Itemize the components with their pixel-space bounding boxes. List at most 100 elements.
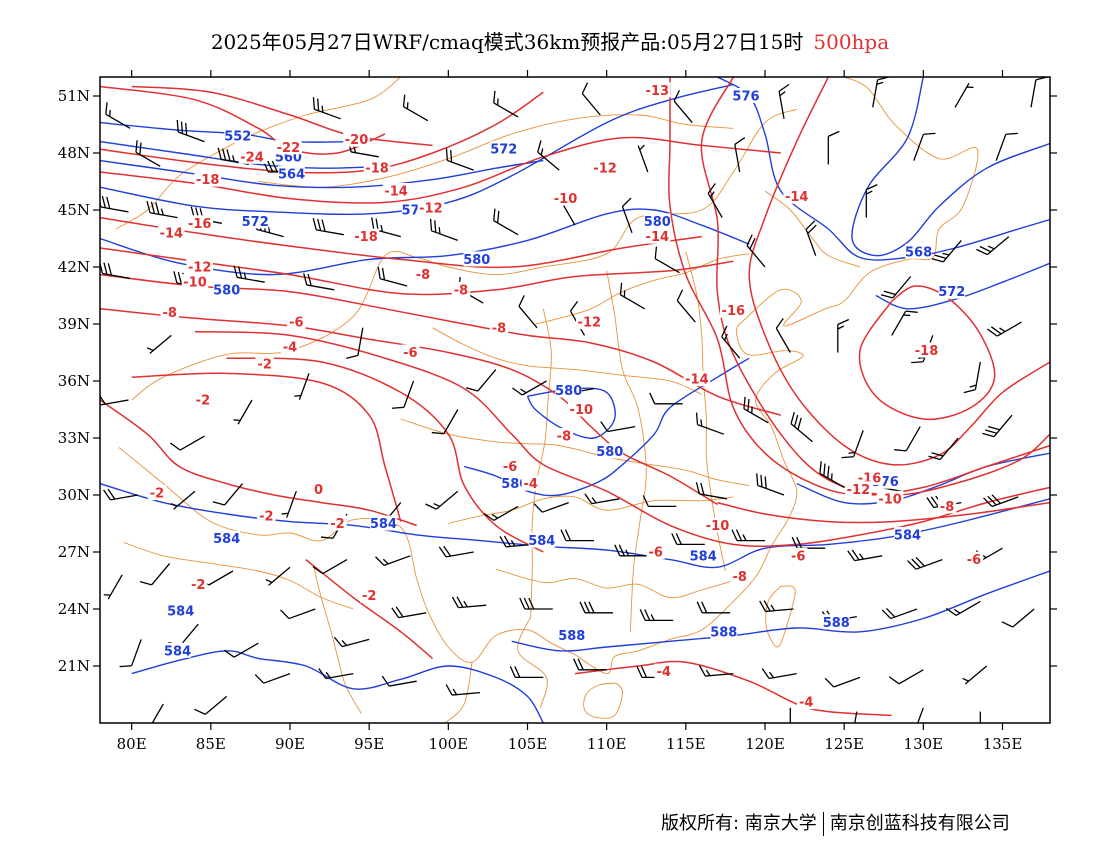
wind-barb	[223, 642, 259, 658]
wind-barb	[280, 608, 316, 620]
height-label-bg	[241, 213, 269, 229]
wind-barb	[721, 325, 741, 359]
temperature-label-bg	[360, 587, 379, 603]
wind-barb-shaft	[898, 669, 924, 685]
copyright-left: 版权所有: 南京大学	[661, 813, 817, 834]
wind-barb-shaft	[721, 336, 741, 359]
temperature-label: -12	[578, 316, 602, 331]
wind-barb	[170, 435, 205, 451]
height-label: 584	[528, 534, 555, 549]
wind-barb-half-feather	[452, 688, 458, 695]
wind-barb-shaft	[591, 498, 620, 505]
height-label-bg	[689, 547, 717, 563]
lon-tick-label: 110E	[587, 735, 627, 753]
temperature-label: -14	[785, 190, 809, 205]
wind-barb-feather	[881, 609, 892, 620]
latitude-axis: 21N 24N 27N 30N 33N 36N 39N 42N 45N 48N 51N	[58, 87, 1057, 675]
wind-barb-shaft	[673, 100, 693, 124]
wind-barb	[790, 411, 813, 443]
wind-barb-half-feather	[942, 252, 950, 256]
height-label: 588	[823, 616, 850, 631]
wind-barb-shaft	[179, 623, 199, 647]
temperature-contour	[100, 136, 781, 204]
wind-barb-shaft	[954, 82, 970, 108]
temperature-label: -10	[570, 403, 594, 418]
temperature-contour	[100, 308, 718, 506]
temperature-label-bg	[521, 475, 540, 491]
temperature-label-bg	[876, 490, 904, 506]
temperature-label-bg	[591, 160, 619, 176]
temperature-label-bg	[313, 481, 324, 497]
boundary-line	[574, 77, 979, 675]
wind-barb-shaft	[892, 276, 912, 299]
wind-barb-feather	[636, 666, 643, 678]
wind-barb-half-feather	[848, 451, 856, 454]
wind-barb-feather	[746, 234, 753, 246]
wind-barb-feather	[797, 417, 802, 430]
wind-barb	[425, 490, 459, 510]
lat-tick-label: 48N	[58, 144, 90, 162]
wind-barb-feather	[866, 184, 878, 191]
wind-barb-feather	[654, 246, 658, 259]
wind-barb-feather	[150, 201, 156, 214]
wind-barb-feather	[911, 558, 921, 569]
temperature-contour	[131, 372, 402, 522]
wind-barb-shaft	[107, 574, 123, 600]
wind-barb-feather	[1005, 132, 1018, 135]
wind-barb-shaft	[493, 505, 519, 521]
wind-barb	[493, 208, 519, 236]
wind-barb-shaft	[851, 711, 858, 723]
wind-barb	[976, 236, 1010, 256]
wind-barb-feather	[317, 98, 320, 111]
wind-barb	[194, 695, 228, 715]
wind-barb-shaft	[607, 425, 636, 433]
temperature-label: 0	[314, 483, 323, 498]
wind-barb	[1001, 608, 1035, 628]
boundary-line	[444, 662, 473, 723]
wind-barb	[519, 597, 553, 610]
wind-barb-feather	[907, 560, 917, 570]
wind-barb	[600, 421, 636, 433]
wind-barb	[100, 261, 131, 280]
temperature-label-bg	[147, 485, 167, 501]
wind-barb-feather	[106, 196, 111, 209]
wind-barb-half-feather	[231, 155, 236, 163]
wind-barb-feather	[180, 121, 184, 134]
wind-barb-feather	[621, 197, 632, 207]
wind-barb	[119, 639, 142, 668]
temperature-label-bg	[255, 355, 274, 371]
wind-barb-feather	[676, 289, 684, 301]
height-label-bg	[905, 243, 932, 259]
temperature-label-bg	[500, 458, 520, 474]
wind-barb-feather	[707, 183, 716, 194]
temperature-label-bg	[238, 148, 266, 164]
wind-barb-shaft	[435, 490, 459, 510]
wind-barb-feather	[618, 544, 625, 557]
wind-barb	[493, 90, 519, 118]
wind-barb-feather	[911, 361, 924, 364]
height-label-bg	[213, 281, 240, 297]
temperature-label: -10	[183, 276, 207, 291]
wind-barb-shaft	[915, 558, 943, 570]
wind-barb-feather	[885, 607, 896, 618]
wind-barb-feather	[673, 89, 681, 102]
wind-barb-feather	[375, 218, 379, 231]
wind-barb-shaft	[110, 494, 139, 501]
wind-barb-feather	[100, 261, 104, 274]
wind-barb-feather	[987, 425, 1000, 431]
temperature-label: -6	[648, 546, 662, 561]
wind-barb	[312, 217, 344, 236]
temperature-label: -24	[240, 150, 264, 165]
wind-barb-half-feather	[243, 272, 247, 280]
height-label-bg	[278, 165, 305, 181]
wind-barb	[639, 609, 674, 622]
temperature-label: -14	[384, 185, 408, 200]
wind-barb-feather	[346, 354, 359, 360]
height-label-bg	[463, 251, 491, 267]
wind-barb-feather	[280, 609, 290, 620]
wind-barb-shaft	[314, 108, 341, 120]
wind-barb-half-feather	[146, 347, 154, 352]
height-label: 552	[224, 129, 251, 144]
